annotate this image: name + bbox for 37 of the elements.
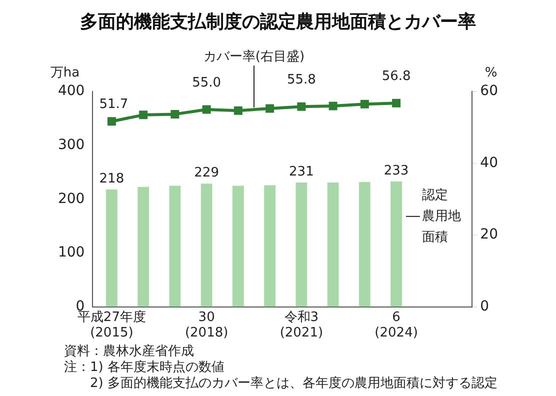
point xyxy=(139,110,148,120)
point xyxy=(107,117,116,126)
data-label: 233 xyxy=(384,163,409,178)
y-axis-title: 万ha xyxy=(50,65,80,80)
point xyxy=(297,102,306,111)
point xyxy=(202,105,211,114)
data-label: 218 xyxy=(99,171,124,186)
point xyxy=(360,100,369,108)
point xyxy=(234,106,242,115)
y2-tick-label: 40 xyxy=(480,154,498,171)
data-label: 229 xyxy=(194,165,219,180)
text: 資料：農林水産省作成 xyxy=(64,344,194,359)
point xyxy=(266,104,274,113)
x-tick-label: 令和3 (2021) xyxy=(280,310,324,341)
y2-tick-label: 20 xyxy=(480,226,498,243)
y-tick-label: 400 xyxy=(58,83,85,100)
data-label: 55.8 xyxy=(286,72,316,88)
point xyxy=(170,110,180,118)
series-label: 認定農用地面積 xyxy=(422,188,461,245)
text: 注：1) 各年度末時点の数値 xyxy=(64,360,224,375)
point xyxy=(392,98,401,108)
chart-title: 多面的機能支払制度の認定農用地面積とカバー率 xyxy=(80,11,476,32)
data-label: 56.8 xyxy=(382,68,411,84)
y-tick-label: 200 xyxy=(58,190,85,207)
data-label: 231 xyxy=(289,164,314,180)
point xyxy=(328,102,338,110)
x-tick-label: 6 (2024) xyxy=(374,310,418,341)
data-label: 55.0 xyxy=(192,75,222,90)
data-label: 51.7 xyxy=(99,97,128,112)
y-tick-label: 300 xyxy=(58,137,85,154)
y-tick-label: 100 xyxy=(58,244,85,261)
y2-tick-label: 0 xyxy=(480,298,490,314)
text: 2) 多面的機能支払のカバー率とは、各年度の農用地面積に対する認定 xyxy=(90,376,498,391)
y2-axis-title: % xyxy=(484,65,498,80)
y2-tick-label: 60 xyxy=(480,83,498,100)
text: カバー率(右目盛) xyxy=(203,48,305,64)
x-tick-label: 30 (2018) xyxy=(184,310,228,341)
